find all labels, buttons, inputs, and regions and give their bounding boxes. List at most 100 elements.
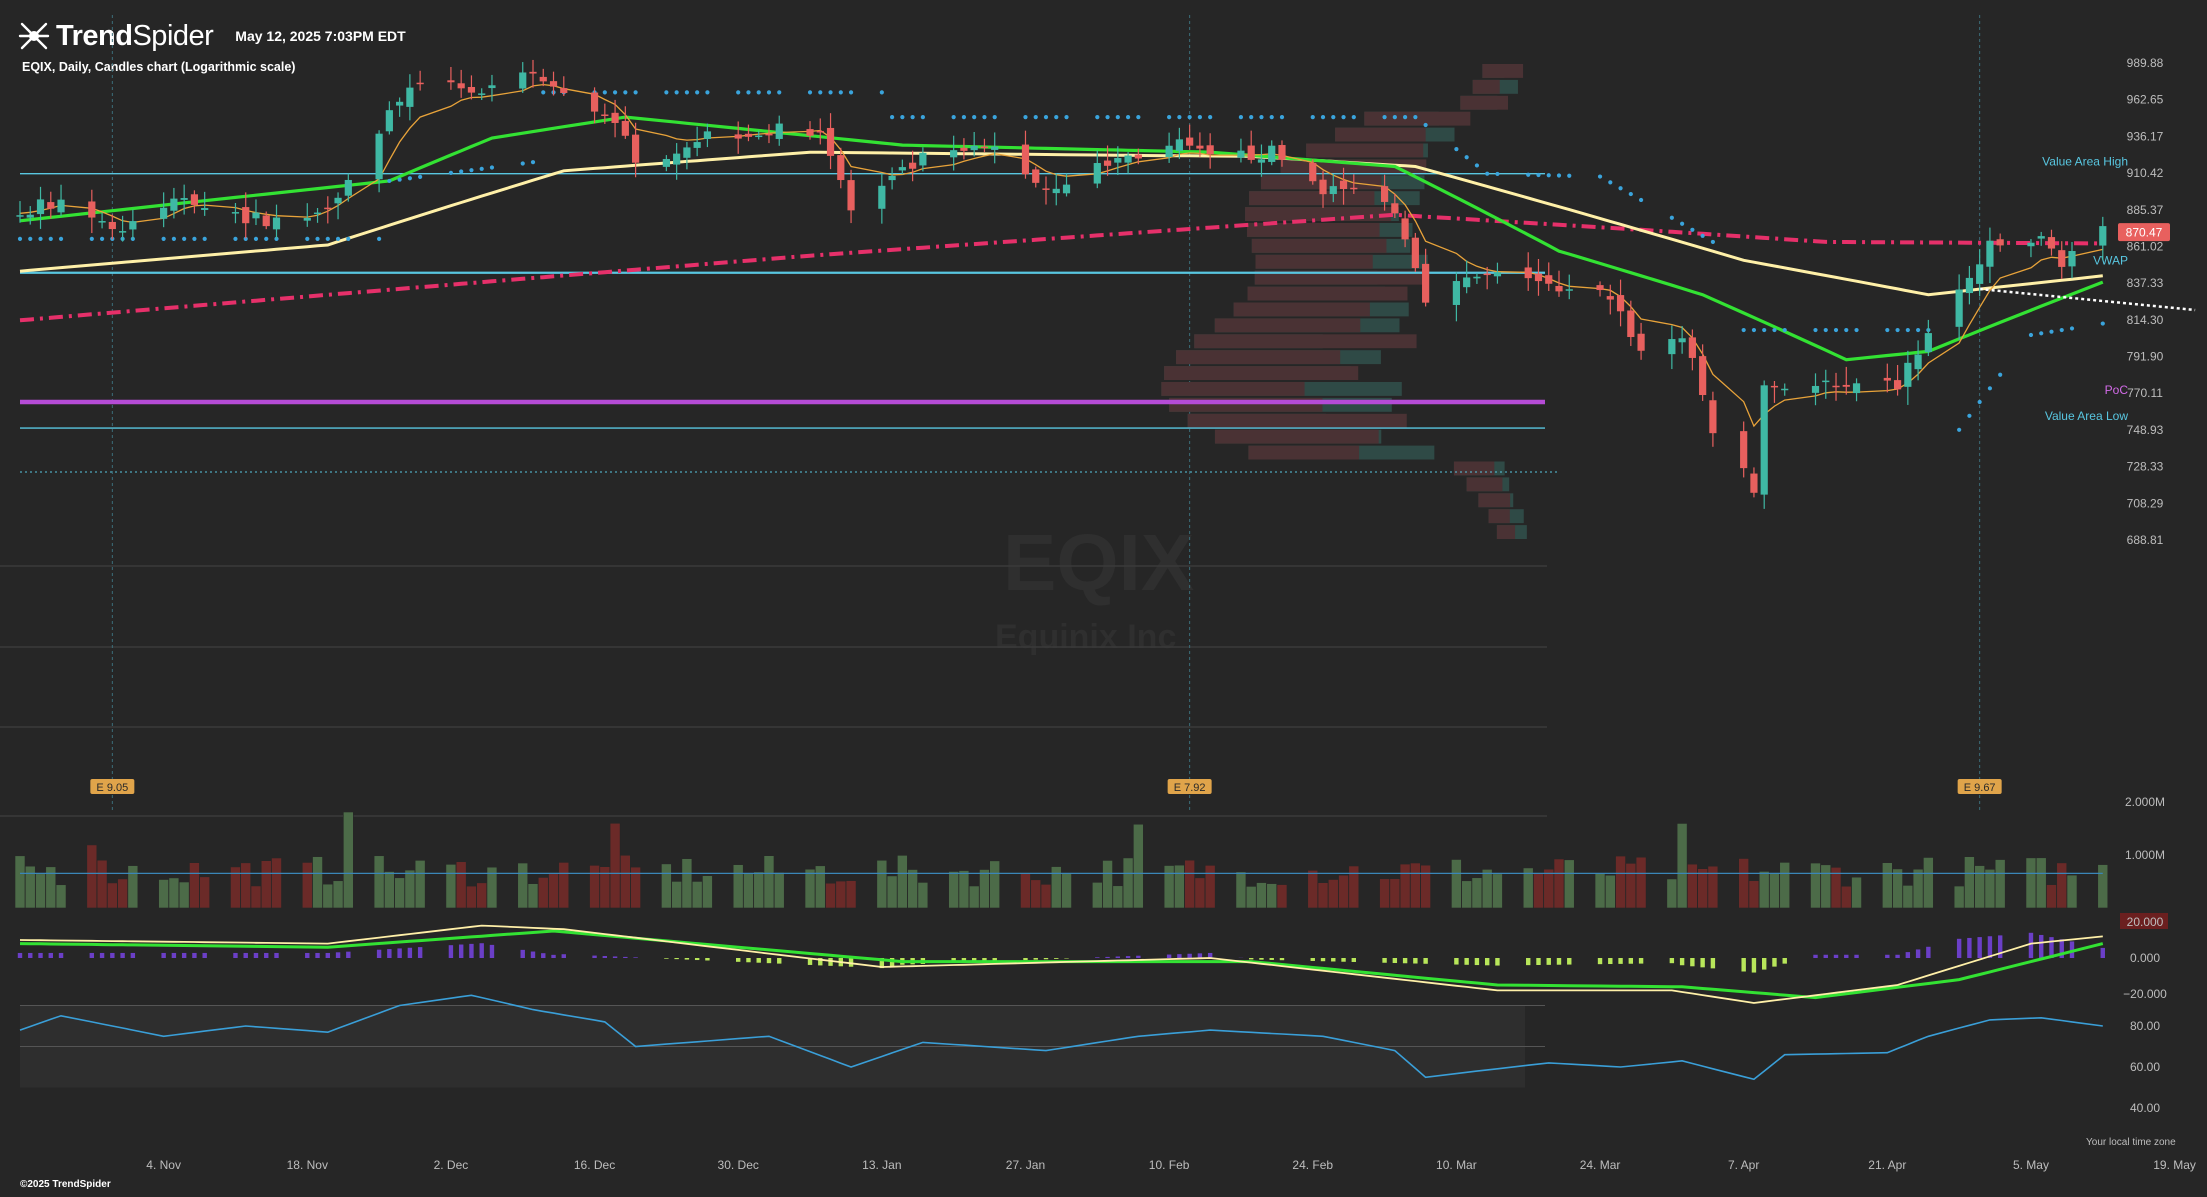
last-price-label: 870.47 xyxy=(2126,226,2163,240)
volume-bar xyxy=(312,856,323,909)
candle-body xyxy=(847,180,855,211)
candle-body xyxy=(1606,296,1614,300)
stop-dot xyxy=(1823,327,1828,333)
macd-histogram-bar xyxy=(551,954,556,958)
volume-bar xyxy=(763,855,775,909)
volume-bar xyxy=(1605,874,1616,909)
macd-histogram-bar xyxy=(202,952,207,958)
candle-body xyxy=(1596,285,1604,291)
candle-body xyxy=(36,199,45,215)
macd-histogram-bar xyxy=(469,943,474,958)
candle-body xyxy=(826,127,835,156)
stop-dot xyxy=(766,90,772,95)
profile-bar-down xyxy=(1214,429,1379,444)
candle-body xyxy=(765,133,773,136)
macd-line xyxy=(19,924,2103,1004)
macd-histogram-bar xyxy=(1402,958,1408,964)
profile-bar-down xyxy=(1176,350,1341,365)
volume-bar xyxy=(322,883,334,909)
macd-histogram-bar xyxy=(664,958,669,959)
macd-histogram-bar xyxy=(1967,937,1972,958)
volume-bar xyxy=(55,884,67,909)
stop-dot xyxy=(951,114,956,120)
macd-histogram-bar xyxy=(2059,939,2064,958)
x-tick-label: 24. Feb xyxy=(1292,1158,1333,1172)
stop-dot xyxy=(520,161,525,166)
volume-bar xyxy=(558,862,570,909)
stop-dot xyxy=(1351,114,1356,120)
macd-histogram-bar xyxy=(1351,958,1356,962)
volume-bar xyxy=(897,855,908,909)
stop-dot xyxy=(1536,172,1541,178)
stop-dot xyxy=(1403,114,1408,120)
macd-histogram-bar xyxy=(828,958,833,966)
candle-body xyxy=(621,120,629,136)
candle-body xyxy=(1924,333,1932,353)
macd-histogram-bar xyxy=(1669,958,1675,964)
volume-bar xyxy=(2046,884,2057,909)
macd-histogram-bar xyxy=(1638,958,1644,964)
volume-bar xyxy=(1204,865,1216,909)
macd-histogram-bar xyxy=(1956,938,1962,958)
macd-histogram-bar xyxy=(448,945,454,958)
candle-body xyxy=(1350,187,1358,190)
macd-histogram-bar xyxy=(1454,958,1459,965)
volume-tick-label: 2.000M xyxy=(2125,795,2165,809)
volume-bar xyxy=(732,864,744,909)
candle-body xyxy=(416,82,424,85)
macd-histogram-bar xyxy=(110,952,115,958)
macd-histogram-bar xyxy=(1905,952,1911,958)
macd-histogram-bar xyxy=(1690,958,1695,967)
stop-dot xyxy=(243,236,248,241)
volume-bar xyxy=(1174,864,1185,909)
stop-dot xyxy=(1556,173,1562,178)
candle-body xyxy=(549,81,558,87)
volume-bar xyxy=(1738,858,1749,909)
ema-fast-line xyxy=(19,115,2104,362)
stop-dot xyxy=(818,90,823,95)
volume-bar xyxy=(702,875,713,909)
volume-bar xyxy=(476,882,488,909)
macd-histogram-bar xyxy=(1207,952,1213,958)
volume-bar xyxy=(1994,859,2006,909)
rsi-tick-label: 60.00 xyxy=(2130,1060,2160,1074)
candle-body xyxy=(1565,289,1573,291)
volume-bar xyxy=(1707,865,1719,909)
stop-dot xyxy=(1833,327,1839,333)
candle-body xyxy=(673,153,681,165)
stop-dot xyxy=(1813,327,1818,333)
indicator-panes xyxy=(14,811,2109,1088)
macd-histogram-bar xyxy=(1526,958,1531,966)
macd-histogram-bar xyxy=(879,958,885,969)
macd-histogram-bar xyxy=(1043,958,1049,960)
stop-dot xyxy=(736,90,741,95)
macd-histogram-bar xyxy=(264,952,269,958)
volume-bar xyxy=(1266,883,1278,909)
y-tick-label: 688.81 xyxy=(2127,533,2164,547)
stop-dot xyxy=(1916,327,1921,333)
candle-body xyxy=(1103,160,1112,166)
stop-dot xyxy=(325,236,330,241)
candle-body xyxy=(47,202,55,209)
volume-bar xyxy=(1461,880,1472,909)
macd-histogram-bar xyxy=(1567,958,1572,965)
candle-body xyxy=(734,134,742,139)
stop-dot xyxy=(264,236,269,241)
stop-dot xyxy=(695,90,700,95)
level-label: Value Area Low xyxy=(2045,409,2129,423)
candle-body xyxy=(1493,272,1502,277)
volume-bar xyxy=(1348,865,1360,909)
volume-bar xyxy=(445,864,457,909)
macd-histogram-bar xyxy=(592,955,597,958)
volume-bar xyxy=(394,877,405,909)
macd-histogram-bar xyxy=(1197,953,1203,958)
volume-bar xyxy=(107,882,118,909)
candle-body xyxy=(1452,281,1460,305)
volume-bar xyxy=(117,878,128,909)
candle-body xyxy=(744,133,753,137)
candle-body xyxy=(1032,169,1040,183)
macd-histogram-bar xyxy=(1926,946,1931,958)
volume-bar xyxy=(455,861,467,909)
candle-body xyxy=(1268,145,1276,162)
